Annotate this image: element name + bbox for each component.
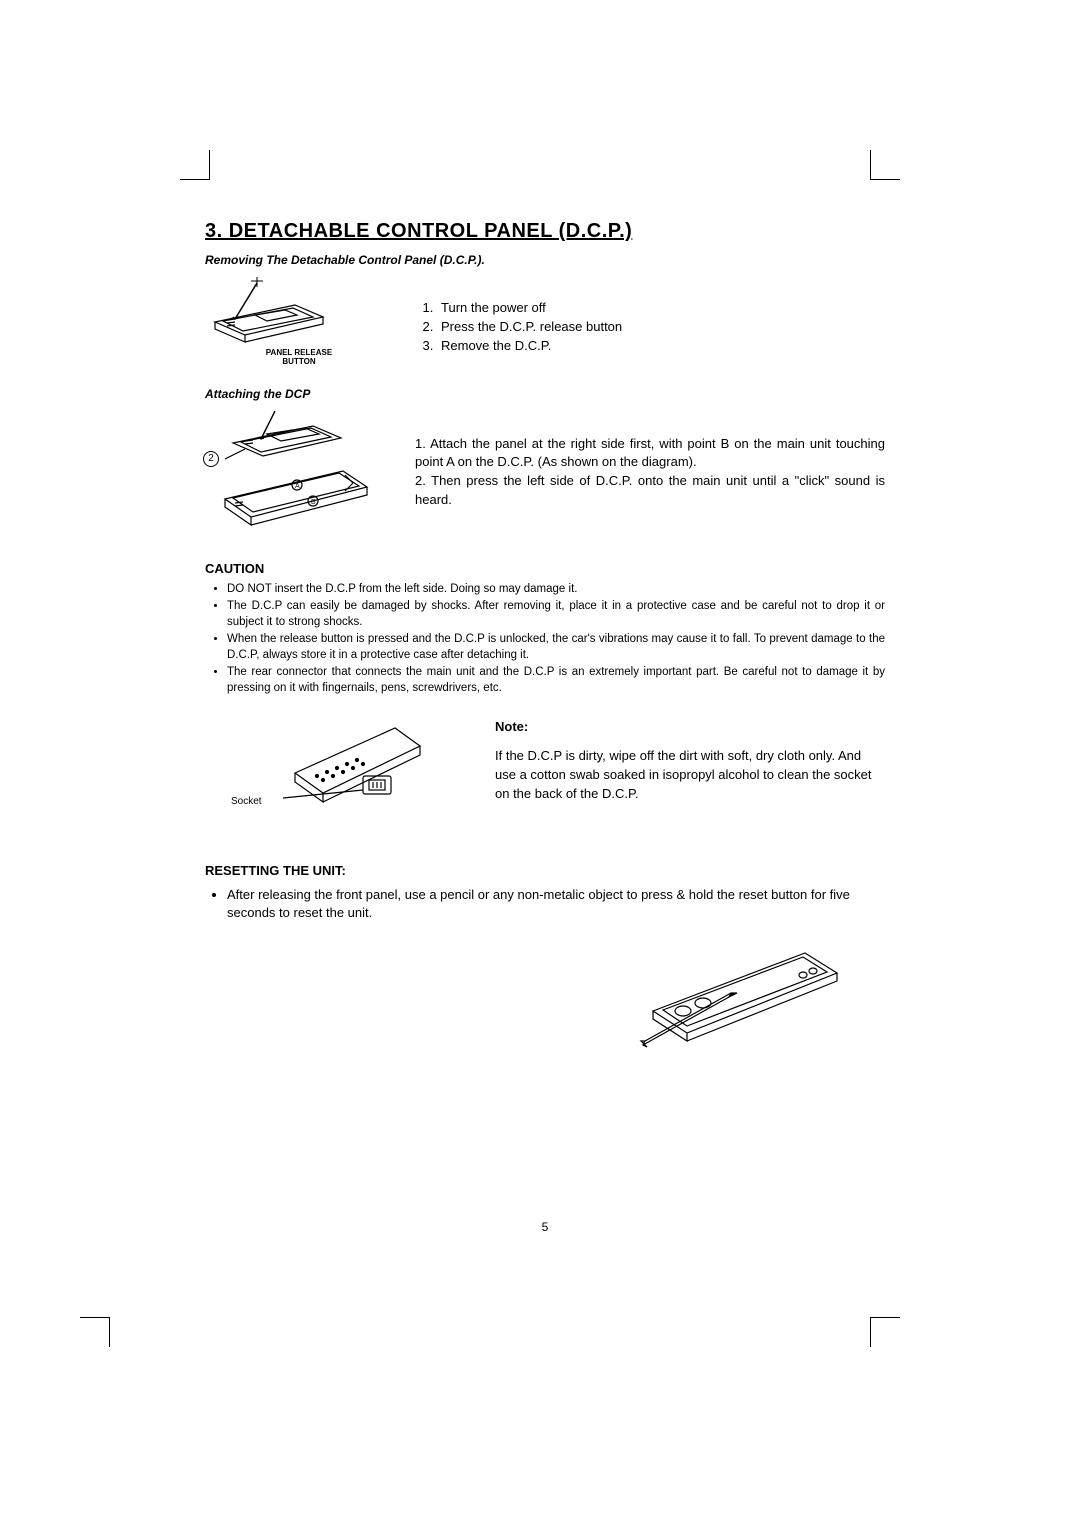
note-text: If the D.C.P is dirty, wipe off the dirt… (495, 747, 885, 804)
removing-diagram: PANEL RELEASE BUTTON (205, 277, 375, 367)
svg-text:B: B (311, 499, 316, 506)
note-label: Note: (495, 718, 885, 737)
socket-label: Socket (231, 796, 401, 807)
removing-heading: Removing The Detachable Control Panel (D… (205, 253, 885, 267)
removing-step: Press the D.C.P. release button (437, 318, 885, 337)
reset-diagram (205, 941, 885, 1051)
caution-item: The rear connector that connects the mai… (227, 665, 885, 696)
caution-item: DO NOT insert the D.C.P from the left si… (227, 582, 885, 598)
attaching-diagram: 2 (205, 411, 375, 541)
panel-release-caption-2: BUTTON (282, 357, 315, 366)
removing-step: Turn the power off (437, 299, 885, 318)
removing-step: Remove the D.C.P. (437, 337, 885, 356)
socket-diagram: Socket (205, 718, 425, 829)
step-circle-2: 2 (203, 451, 219, 467)
panel-release-caption-1: PANEL RELEASE (266, 348, 332, 357)
crop-mark-tr (870, 150, 900, 180)
attaching-text: 1. Attach the panel at the right side fi… (415, 435, 885, 510)
caution-item: The D.C.P can easily be damaged by shock… (227, 599, 885, 630)
caution-item: When the release button is pressed and t… (227, 632, 885, 663)
caution-title: CAUTION (205, 561, 885, 576)
crop-mark-bl (80, 1317, 110, 1347)
removing-steps: Turn the power off Press the D.C.P. rele… (415, 299, 885, 356)
crop-mark-br (870, 1317, 900, 1347)
svg-text:A: A (295, 483, 300, 490)
reset-list: After releasing the front panel, use a p… (205, 886, 885, 922)
section-title: 3. DETACHABLE CONTROL PANEL (D.C.P.) (205, 220, 885, 243)
caution-list: DO NOT insert the D.C.P from the left si… (205, 582, 885, 697)
attaching-heading: Attaching the DCP (205, 387, 885, 401)
crop-mark-tl (180, 150, 210, 180)
reset-item: After releasing the front panel, use a p… (227, 886, 885, 922)
reset-title: RESETTING THE UNIT: (205, 863, 885, 878)
